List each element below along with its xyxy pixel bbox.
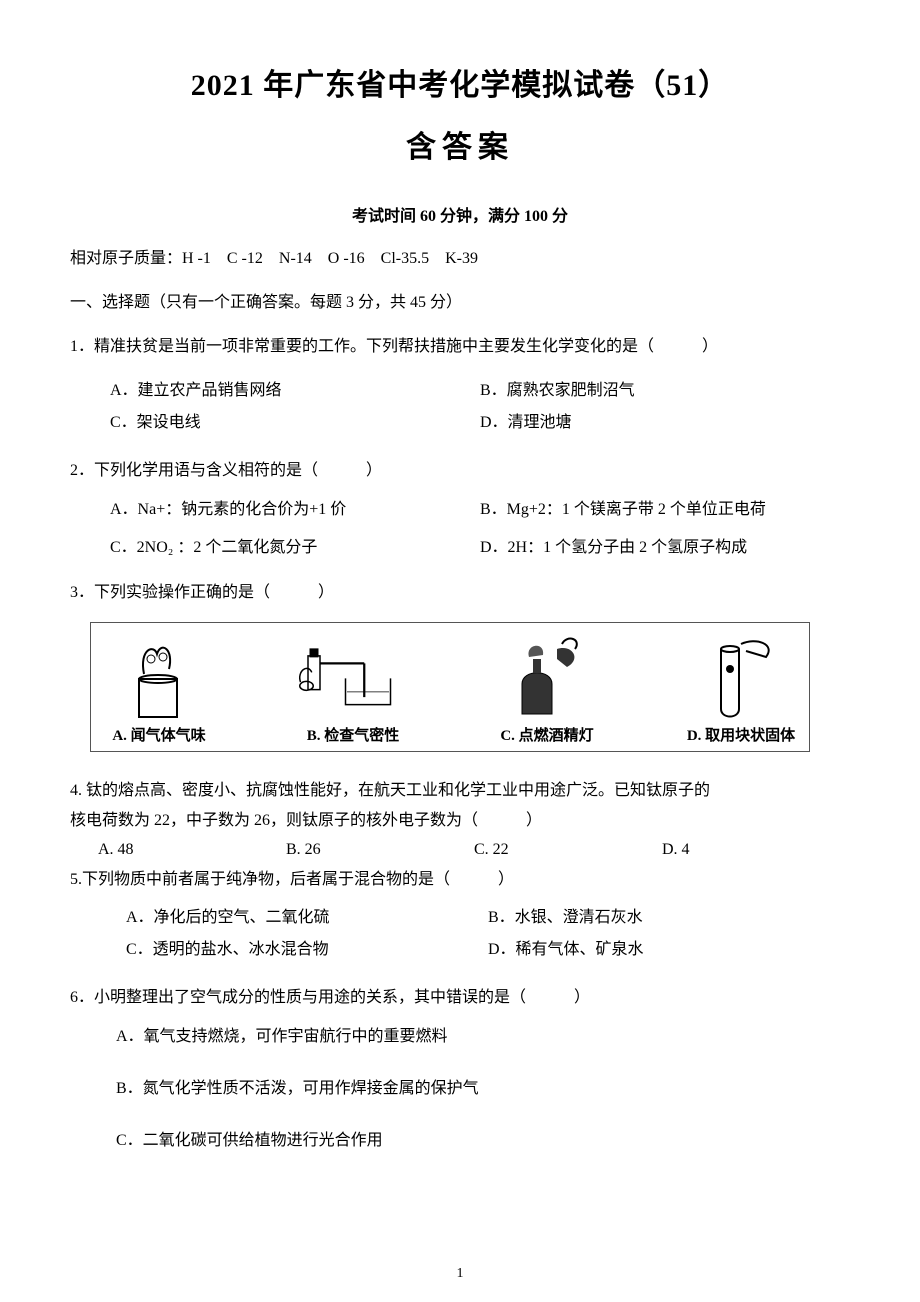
page-number: 1 <box>0 1266 920 1282</box>
q3-text: 3．下列实验操作正确的是（ ） <box>70 578 850 608</box>
atomic-masses: 相对原子质量：H -1 C -12 N-14 O -16 Cl-35.5 K-3… <box>70 244 850 268</box>
question-5: 5.下列物质中前者属于纯净物，后者属于混合物的是（ ） <box>70 865 850 895</box>
q4-text-2: 核电荷数为 22，中子数为 26，则钛原子的核外电子数为（ ） <box>70 806 850 836</box>
q6-opt-b: B．氮气化学性质不活泼，可用作焊接金属的保护气 <box>116 1074 850 1104</box>
q1-opt-d: D．清理池塘 <box>480 408 850 432</box>
q1-opt-b: B．腐熟农家肥制沼气 <box>480 376 850 400</box>
fig-a-label: A. 闻气体气味 <box>112 724 205 745</box>
fig-c-label: C. 点燃酒精灯 <box>500 724 593 745</box>
q1-opt-a: A．建立农产品销售网络 <box>110 376 480 400</box>
question-4: 4. 钛的熔点高、密度小、抗腐蚀性能好，在航天工业和化学工业中用途广泛。已知钛原… <box>70 776 850 837</box>
q6-opt-c: C．二氧化碳可供给植物进行光合作用 <box>116 1126 850 1156</box>
q4-opt-b: B. 26 <box>286 841 474 859</box>
q1-opt-c: C．架设电线 <box>110 408 480 432</box>
q4-opt-d: D. 4 <box>662 841 850 859</box>
exam-title: 2021 年广东省中考化学模拟试卷（51） <box>70 60 850 104</box>
question-6: 6．小明整理出了空气成分的性质与用途的关系，其中错误的是（ ） A．氧气支持燃烧… <box>70 983 850 1157</box>
fig-c: C. 点燃酒精灯 <box>487 629 607 745</box>
q5-opt-d: D．稀有气体、矿泉水 <box>488 935 850 959</box>
q1-options: A．建立农产品销售网络 B．腐熟农家肥制沼气 C．架设电线 D．清理池塘 <box>70 376 850 432</box>
q2-opt-b: B．Mg+2：1 个镁离子带 2 个单位正电荷 <box>480 495 850 525</box>
q4-options: A. 48 B. 26 C. 22 D. 4 <box>70 841 850 859</box>
fig-d-svg <box>681 629 801 724</box>
fig-b-svg <box>293 629 413 724</box>
fig-d: D. 取用块状固体 <box>681 629 801 745</box>
question-3: 3．下列实验操作正确的是（ ） <box>70 578 850 608</box>
q2-opt-d: D．2H：1 个氢分子由 2 个氢原子构成 <box>480 533 850 563</box>
fig-a: A. 闻气体气味 <box>99 629 219 745</box>
q5-opt-b: B．水银、澄清石灰水 <box>488 903 850 927</box>
question-1: 1．精准扶贫是当前一项非常重要的工作。下列帮扶措施中主要发生化学变化的是（ ） <box>70 332 850 362</box>
fig-d-label: D. 取用块状固体 <box>687 724 795 745</box>
q5-options: A．净化后的空气、二氧化硫 B．水银、澄清石灰水 C．透明的盐水、冰水混合物 D… <box>70 903 850 959</box>
q5-opt-c: C．透明的盐水、冰水混合物 <box>126 935 488 959</box>
q5-opt-a: A．净化后的空气、二氧化硫 <box>126 903 488 927</box>
q1-text: 1．精准扶贫是当前一项非常重要的工作。下列帮扶措施中主要发生化学变化的是（ ） <box>70 332 850 362</box>
question-2: 2．下列化学用语与含义相符的是（ ） A．Na+：钠元素的化合价为+1 价 B．… <box>70 456 850 563</box>
exam-page: 2021 年广东省中考化学模拟试卷（51） 含答案 考试时间 60 分钟，满分 … <box>0 0 920 1302</box>
q6-opt-a: A．氧气支持燃烧，可作宇宙航行中的重要燃料 <box>116 1022 850 1052</box>
fig-c-svg <box>487 629 607 724</box>
section-1-header: 一、选择题（只有一个正确答案。每题 3 分，共 45 分） <box>70 288 850 312</box>
q5-text: 5.下列物质中前者属于纯净物，后者属于混合物的是（ ） <box>70 865 850 895</box>
q4-opt-c: C. 22 <box>474 841 662 859</box>
q3-figures: A. 闻气体气味 B. 检查气密性 C. 点燃 <box>90 622 810 752</box>
exam-subtitle: 含答案 <box>70 122 850 166</box>
q2-text: 2．下列化学用语与含义相符的是（ ） <box>70 456 850 486</box>
fig-b-label: B. 检查气密性 <box>307 724 400 745</box>
q4-text-1: 4. 钛的熔点高、密度小、抗腐蚀性能好，在航天工业和化学工业中用途广泛。已知钛原… <box>70 776 850 806</box>
fig-b: B. 检查气密性 <box>293 629 413 745</box>
q4-opt-a: A. 48 <box>98 841 286 859</box>
q2-opt-c: C．2NO₂ ：2 个二氧化氮分子 <box>110 533 480 563</box>
q2-opt-a: A．Na+：钠元素的化合价为+1 价 <box>110 495 480 525</box>
fig-a-svg <box>99 629 219 724</box>
q6-text: 6．小明整理出了空气成分的性质与用途的关系，其中错误的是（ ） <box>70 983 850 1013</box>
exam-info: 考试时间 60 分钟，满分 100 分 <box>70 202 850 226</box>
